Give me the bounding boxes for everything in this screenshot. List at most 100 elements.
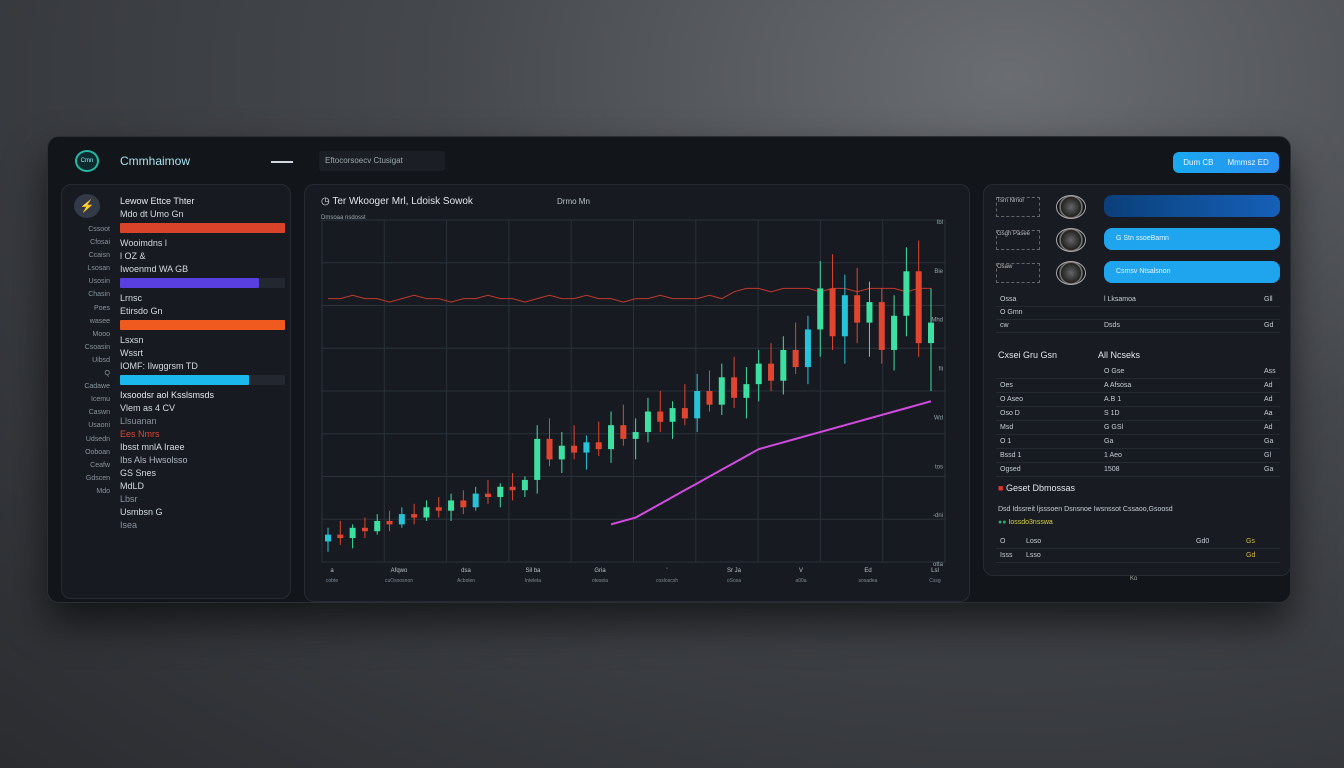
sidebar-nav-item[interactable]: Gdscen [85,474,110,482]
sidebar-item[interactable]: l OZ & [120,251,146,261]
candle[interactable] [386,510,393,532]
timeframe-label[interactable]: Drmo Mn [557,197,590,206]
table-row[interactable]: Oes A Afsosa Ad [996,379,1280,393]
sidebar-item[interactable]: Iwoenmd WA GB [120,264,189,274]
candle[interactable] [337,520,344,545]
table-row[interactable]: O Aseo A.B 1 Ad [996,393,1280,407]
candle[interactable] [595,421,602,456]
candle[interactable] [608,411,615,463]
candle[interactable] [558,432,565,474]
sidebar-item[interactable]: Mdo dt Umo Gn [120,209,184,219]
candle[interactable] [780,336,787,395]
sidebar-item[interactable]: Wooimdns l [120,238,167,248]
candle[interactable] [349,524,356,549]
candle[interactable] [854,267,861,344]
candle[interactable] [681,384,688,426]
candle[interactable] [878,288,885,364]
candle[interactable] [669,401,676,439]
sidebar-nav-item[interactable]: Uibsd [92,356,110,364]
candle[interactable] [497,483,504,508]
candle[interactable] [583,435,590,470]
sidebar-nav-item[interactable]: wasee [89,317,110,325]
sidebar-item[interactable]: MdLD [120,481,145,491]
sidebar-nav-item[interactable]: Poes [94,304,110,312]
candle[interactable] [460,490,467,515]
candle[interactable] [644,397,651,443]
sidebar-nav-item[interactable]: Ooboan [85,448,110,456]
candle[interactable] [866,281,873,357]
candle[interactable] [829,254,836,350]
sidebar-item[interactable]: Ibsst mnlA Iraee [120,442,185,452]
candle[interactable] [472,486,479,511]
candle[interactable] [804,315,811,385]
coin-action-button[interactable]: Csmsv Ntsalsnon [1104,261,1280,283]
candle[interactable] [571,425,578,460]
sidebar-nav-item[interactable]: Mdo [96,487,110,495]
menu-dash-icon[interactable] [271,161,293,163]
candle[interactable] [435,497,442,518]
table-row[interactable]: Bssd 1 1 Aeo Gl [996,449,1280,463]
candle[interactable] [632,418,639,460]
sidebar-item[interactable]: Vlem as 4 CV [120,403,176,413]
table-row[interactable]: cw Dsds Gd [996,319,1280,333]
sidebar-nav-item[interactable]: Usaoni [88,422,110,430]
sidebar-nav-item[interactable]: Cfosai [90,239,110,247]
table-row[interactable]: O Gse Ass [996,365,1280,379]
candle[interactable] [841,274,848,364]
candle[interactable] [694,373,701,433]
candle[interactable] [521,476,528,498]
table-row[interactable]: O Loso Gd0 Gs [996,535,1280,549]
sidebar-item[interactable]: Wssrt [120,348,143,358]
candle[interactable] [928,288,934,391]
table-row[interactable]: O Gmn [996,306,1280,320]
sidebar-nav-item[interactable]: Ccaisn [88,252,110,260]
sidebar-nav-item[interactable]: Cssoot [88,226,110,233]
candle[interactable] [743,367,750,419]
sidebar-nav-item[interactable]: Ceafw [90,461,110,469]
candle[interactable] [509,473,516,501]
sidebar-nav-item[interactable]: Usosin [88,278,110,286]
candle[interactable] [915,240,922,357]
candle[interactable] [903,247,910,337]
sidebar-item[interactable]: Isea [120,520,138,530]
sidebar-item[interactable]: Lrnsc [120,293,143,303]
candle[interactable] [731,356,738,409]
coin-action-button[interactable] [1104,195,1280,217]
sidebar-nav-item[interactable]: Icemu [90,396,110,404]
candle[interactable] [361,517,368,539]
sidebar-item[interactable]: Lbsr [120,494,138,504]
lightning-icon[interactable]: ⚡ [74,194,100,218]
sidebar-item[interactable]: Lsxsn [120,335,144,345]
candle[interactable] [534,425,541,494]
table-row[interactable]: Msd G GSl Ad [996,421,1280,435]
candle[interactable] [325,527,331,552]
candle[interactable] [620,404,627,446]
candle[interactable] [706,370,713,412]
sidebar-nav-item[interactable]: Caswn [88,409,110,417]
sidebar-item[interactable]: Ees Nmrs [120,429,160,439]
sidebar-item[interactable]: Llsuanan [120,416,157,426]
sidebar-nav-item[interactable]: Q [104,370,110,378]
sidebar-item[interactable]: Ibs Als Hwsolsso [120,455,188,465]
table-row[interactable]: Isss Lsso Gd [996,549,1280,563]
candle[interactable] [398,507,405,528]
table-row[interactable]: O 1 Ga Ga [996,435,1280,449]
candle[interactable] [374,514,381,535]
table-row[interactable]: Oso D S 1D Aa [996,407,1280,421]
sidebar-item[interactable]: Ixsoodsr aol Ksslsmsds [120,390,215,400]
candle[interactable] [891,295,898,371]
sidebar-nav-item[interactable]: Mooo [92,330,110,338]
sidebar-nav-item[interactable]: Cadawe [84,383,110,391]
top-action-button[interactable]: Dum CB Mmmsz ED [1173,152,1279,173]
sidebar-nav-item[interactable]: Udsedn [85,435,110,443]
candle[interactable] [792,322,799,374]
search-field[interactable]: Eftocorsoecv Ctusigat [319,151,445,171]
table-row[interactable]: Ossa l Lksamoa Gll [996,293,1280,307]
candle[interactable] [755,349,762,402]
sidebar-nav-item[interactable]: Chasin [88,291,110,299]
candle[interactable] [657,391,664,433]
candle[interactable] [817,261,824,357]
candlestick-chart[interactable]: Ibl Bie Mhd fii Wd tos -dni otta a cobte Afqwo cuOs… [305,185,971,603]
sidebar-item[interactable]: GS Snes [120,468,157,478]
candle[interactable] [423,500,430,521]
